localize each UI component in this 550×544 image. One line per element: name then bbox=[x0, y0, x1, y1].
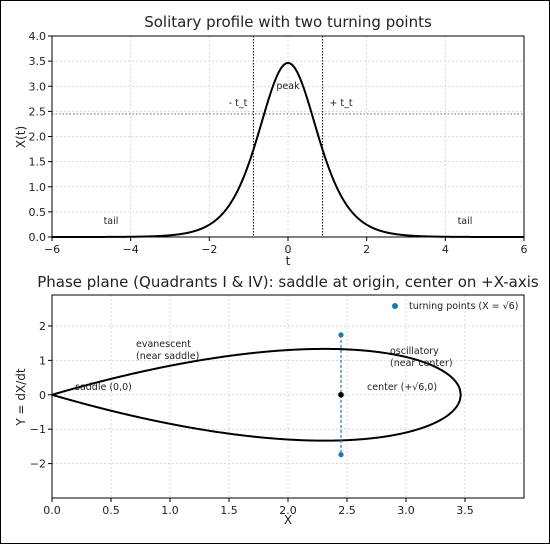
bottom-plot-frame bbox=[51, 294, 525, 499]
center-annotation: center (+√6,0) bbox=[367, 382, 437, 393]
top-plot-frame bbox=[51, 35, 525, 238]
right-turn-annotation: + t_t bbox=[329, 98, 352, 109]
top-x-tick-label: 2 bbox=[363, 243, 370, 256]
left-tail-annotation: tail bbox=[104, 216, 119, 227]
bottom-x-tick-label: 1.5 bbox=[220, 504, 238, 517]
top-x-tick-label: 6 bbox=[521, 243, 528, 256]
bottom-y-tick-label: −2 bbox=[30, 458, 46, 471]
oscillatory-annotation: oscillatory bbox=[390, 346, 439, 357]
left-turn-annotation: - t_t bbox=[229, 98, 248, 109]
saddle-annotation: saddle (0,0) bbox=[75, 382, 132, 393]
bottom-y-tick-label: 1 bbox=[39, 354, 46, 367]
top-y-tick-label: 0.0 bbox=[29, 231, 47, 244]
bottom-x-tick-label: 2.5 bbox=[338, 504, 356, 517]
evanescent-annotation: evanescent bbox=[136, 339, 191, 350]
bottom-x-tick-label: 3.0 bbox=[397, 504, 415, 517]
top-x-tick-label: −6 bbox=[44, 243, 60, 256]
top-y-tick-label: 2.0 bbox=[29, 131, 47, 144]
top-y-tick-label: 3.0 bbox=[29, 80, 47, 93]
phase-plane-chart: Phase plane (Quadrants I & IV): saddle a… bbox=[14, 273, 539, 527]
top-y-tick-label: 1.0 bbox=[29, 181, 47, 194]
oscillatory-sub-annotation: (near center) bbox=[390, 358, 453, 369]
top-x-tick-label: 4 bbox=[442, 243, 449, 256]
top-x-tick-label: −4 bbox=[123, 243, 139, 256]
solitary-profile-chart: Solitary profile with two turning points… bbox=[14, 13, 528, 268]
legend-marker bbox=[392, 303, 398, 309]
top-y-axis-label: X(t) bbox=[14, 126, 28, 148]
bottom-x-tick-label: 3.5 bbox=[456, 504, 474, 517]
right-tail-annotation: tail bbox=[458, 216, 473, 227]
top-chart-title: Solitary profile with two turning points bbox=[144, 13, 432, 31]
bottom-x-tick-label: 0.0 bbox=[43, 504, 61, 517]
top-grid bbox=[51, 35, 525, 238]
bottom-x-tick-label: 2.0 bbox=[279, 504, 297, 517]
bottom-marks bbox=[51, 332, 462, 458]
bottom-y-tick-label: 2 bbox=[39, 320, 46, 333]
turning-point-lower bbox=[338, 452, 344, 458]
homoclinic-orbit-line bbox=[51, 347, 462, 442]
top-y-tick-label: 1.5 bbox=[29, 156, 47, 169]
top-y-tick-label: 4.0 bbox=[29, 30, 47, 43]
top-ticks: −6 −4 −2 0 2 4 6 0.0 0.5 1.0 1.5 2.0 2.5 3.0 3.5 4.0 bbox=[29, 30, 528, 256]
top-x-axis-label: t bbox=[286, 254, 291, 268]
top-y-tick-label: 2.5 bbox=[29, 105, 47, 118]
bottom-x-tick-label: 0.5 bbox=[102, 504, 120, 517]
bottom-x-axis-label: X bbox=[284, 513, 292, 527]
peak-annotation: peak bbox=[276, 81, 300, 92]
top-y-tick-label: 3.5 bbox=[29, 55, 47, 68]
top-x-tick-label: 0 bbox=[285, 243, 292, 256]
evanescent-sub-annotation: (near saddle) bbox=[136, 351, 199, 362]
bottom-y-tick-label: 0 bbox=[39, 389, 46, 402]
turning-point-upper bbox=[338, 332, 344, 338]
bottom-y-tick-label: −1 bbox=[30, 423, 46, 436]
bottom-ticks: 0.0 0.5 1.0 1.5 2.0 2.5 3.0 3.5 −2 −1 0 1 2 bbox=[30, 320, 474, 517]
bottom-x-tick-label: 1.0 bbox=[161, 504, 179, 517]
bottom-grid bbox=[51, 295, 524, 498]
center-point bbox=[338, 391, 344, 398]
legend-label: turning points (X = √6) bbox=[409, 301, 518, 312]
bottom-chart-title: Phase plane (Quadrants I & IV): saddle a… bbox=[37, 273, 539, 291]
bottom-y-axis-label: Y = dX/dt bbox=[14, 368, 28, 427]
top-x-tick-label: −2 bbox=[201, 243, 217, 256]
top-y-tick-label: 0.5 bbox=[29, 206, 47, 219]
